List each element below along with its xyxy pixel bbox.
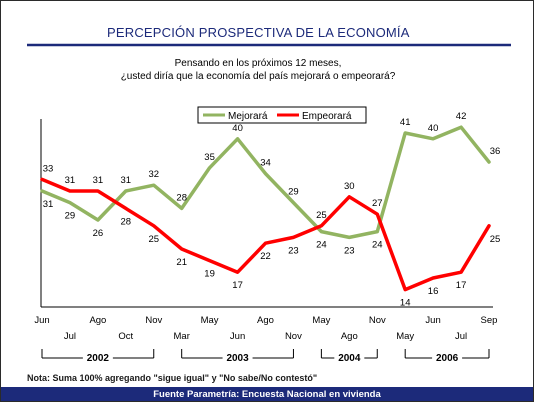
data-label-mejorará-4: 32: [149, 169, 160, 180]
data-label-mejorará-8: 34: [260, 158, 271, 169]
data-label-empeorará-6: 19: [204, 269, 215, 280]
data-label-empeorará-8: 22: [260, 251, 271, 262]
x-tick-label-3: Oct: [118, 331, 133, 342]
year-label-2006: 2006: [436, 353, 459, 364]
data-label-mejorará-6: 35: [204, 152, 215, 163]
x-tick-label-4: Nov: [145, 315, 162, 326]
year-label-2004: 2004: [338, 353, 361, 364]
x-tick-label-15: Jul: [455, 331, 467, 342]
x-tick-label-9: Nov: [285, 331, 302, 342]
data-labels: 31 29 26 31 32 28 35 40 34 29 24 23 24 41 40 42 36 33 31 31…: [43, 111, 501, 308]
series-line-empeorará: [40, 177, 491, 292]
x-tick-label-7: Jun: [230, 331, 245, 342]
series-lines: [40, 125, 491, 292]
subtitle-line-1: Pensando en los próximos 12 meses,: [175, 58, 342, 69]
x-tick-label-12: Nov: [369, 315, 386, 326]
x-tick-label-2: Ago: [89, 315, 106, 326]
footnote: Nota: Suma 100% agregando "sigue igual" …: [27, 373, 317, 383]
data-label-empeorará-12: 27: [372, 198, 383, 209]
x-tick-label-14: Jun: [425, 315, 440, 326]
data-label-mejorará-13: 41: [400, 117, 411, 128]
data-label-empeorará-14: 16: [428, 286, 439, 297]
data-label-mejorará-0: 31: [43, 199, 54, 210]
year-label-2002: 2002: [87, 353, 110, 364]
data-label-mejorará-11: 23: [344, 245, 355, 256]
x-tick-label-0: Jun: [34, 315, 49, 326]
subtitle-line-2: ¿usted diría que la economía del país me…: [121, 71, 396, 82]
source-text: Fuente Parametría: Encuesta Nacional en …: [153, 389, 381, 400]
legend: Mejorará Empeorará: [197, 106, 367, 124]
data-label-mejorará-16: 36: [490, 146, 501, 157]
data-label-mejorará-9: 29: [288, 187, 299, 198]
x-tick-label-13: May: [396, 331, 414, 342]
x-tick-label-6: May: [201, 315, 219, 326]
data-label-mejorará-15: 42: [456, 111, 467, 122]
x-tick-label-1: Jul: [64, 331, 76, 342]
data-label-empeorará-13: 14: [400, 298, 411, 309]
data-label-empeorará-15: 17: [456, 280, 467, 291]
data-label-mejorará-3: 31: [121, 175, 132, 186]
legend-label-mejorará: Mejorará: [228, 111, 268, 122]
data-label-empeorará-3: 28: [121, 216, 132, 227]
data-label-empeorará-7: 17: [232, 280, 243, 291]
data-label-mejorará-14: 40: [428, 123, 439, 134]
data-label-empeorará-16: 25: [490, 234, 501, 245]
data-label-mejorará-7: 40: [232, 123, 243, 134]
data-label-empeorará-11: 30: [344, 181, 355, 192]
x-tick-labels: Jun Jul Ago Oct Nov Mar May Jun Ago Nov May Ago Nov M…: [34, 315, 497, 342]
data-label-mejorará-2: 26: [93, 228, 104, 239]
data-label-mejorará-5: 28: [176, 192, 187, 203]
x-tick-label-5: Mar: [174, 331, 190, 342]
data-label-empeorará-5: 21: [176, 257, 187, 268]
year-brackets: 2002 2003 2004 2006: [41, 349, 490, 364]
series-line-mejorará: [40, 125, 491, 240]
x-tick-label-11: Ago: [341, 331, 358, 342]
data-label-empeorará-2: 31: [93, 175, 104, 186]
year-label-2003: 2003: [226, 353, 249, 364]
data-label-mejorará-12: 24: [372, 240, 383, 251]
data-label-empeorará-9: 23: [288, 245, 299, 256]
data-label-empeorará-1: 31: [65, 175, 76, 186]
data-label-mejorará-10: 24: [316, 240, 327, 251]
data-label-empeorará-0: 33: [43, 163, 54, 174]
x-tick-label-16: Sep: [481, 315, 498, 326]
x-tick-label-8: Ago: [257, 315, 274, 326]
data-label-mejorará-1: 29: [65, 211, 76, 222]
source-bar: [1, 387, 533, 401]
x-tick-label-10: May: [312, 315, 330, 326]
legend-label-empeorará: Empeorará: [302, 111, 352, 122]
data-label-empeorará-4: 25: [149, 234, 160, 245]
chart-title: PERCEPCIÓN PROSPECTIVA DE LA ECONOMÍA: [107, 25, 410, 40]
data-label-empeorará-10: 25: [316, 210, 327, 221]
